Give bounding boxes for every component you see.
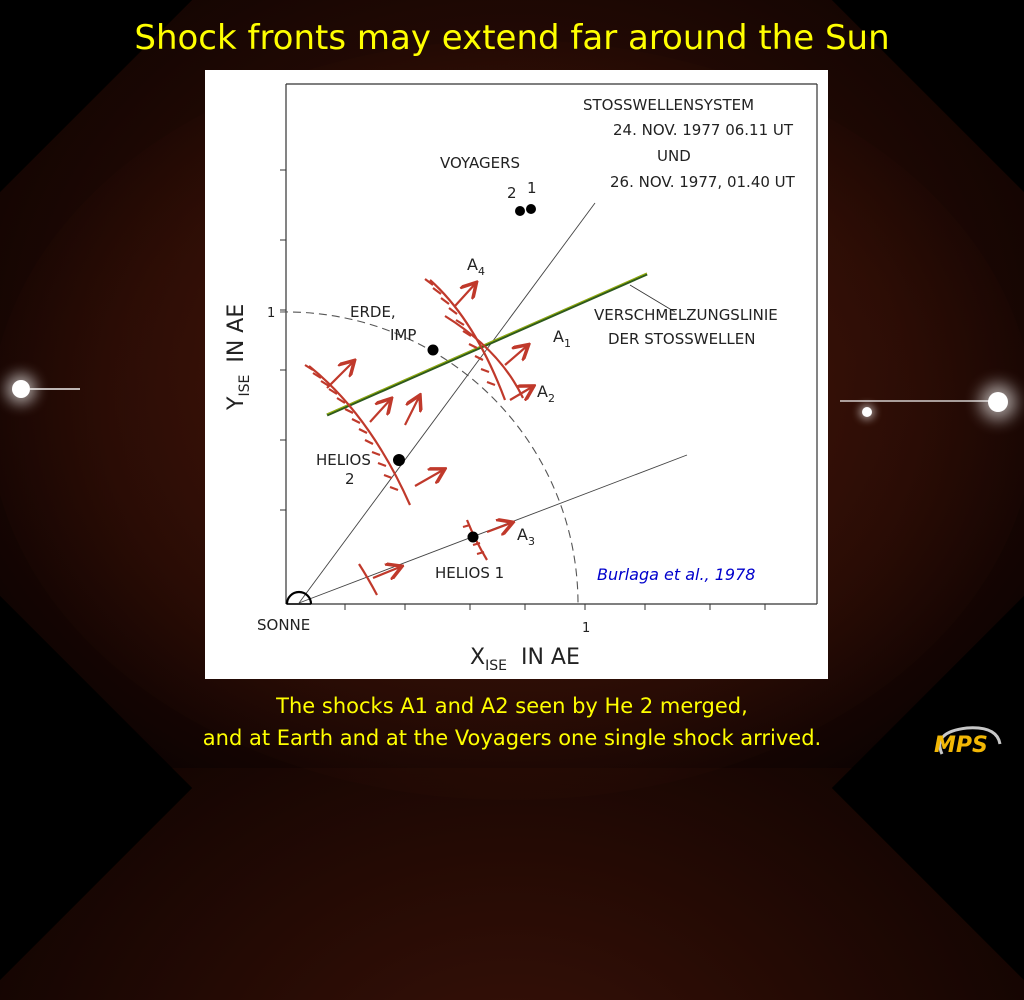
- merge-line: [326, 272, 648, 417]
- header-line-4: 26. NOV. 1977, 01.40 UT: [610, 173, 796, 191]
- svg-text:MPS: MPS: [934, 733, 988, 758]
- shock-label-a1: A1: [553, 327, 571, 350]
- x-axis-label: XISE IN AE: [470, 645, 580, 674]
- voyager-2-number: 2: [507, 184, 517, 202]
- mps-logo: MPS: [912, 722, 1012, 762]
- voyager-1-number: 1: [527, 179, 537, 197]
- shock-label-a3: A3: [517, 525, 535, 548]
- shock-front-helios2: [304, 362, 443, 506]
- helios2-label-line-2: 2: [345, 470, 355, 488]
- caption-line-2: and at Earth and at the Voyagers one sin…: [202, 726, 822, 750]
- one-au-circle: [279, 311, 579, 605]
- star-streak: [30, 388, 80, 390]
- star-streak: [840, 400, 990, 402]
- voyagers-label: VOYAGERS: [440, 154, 520, 172]
- helios1-label: HELIOS 1: [435, 564, 504, 582]
- caption-line-1: The shocks A1 and A2 seen by He 2 merged…: [276, 694, 748, 718]
- shock-diagram-figure: STOSSWELLENSYSTEM 24. NOV. 1977 06.11 UT…: [205, 70, 828, 679]
- x-tick-one: 1: [582, 621, 590, 636]
- erde-label: ERDE,: [350, 303, 396, 321]
- header-line-2: 24. NOV. 1977 06.11 UT: [613, 121, 794, 139]
- shock-label-a4: A4: [467, 255, 485, 278]
- source-credit: Burlaga et al., 1978: [597, 565, 755, 584]
- helios-1-dot: [467, 531, 479, 543]
- svg-text:YISEIN AE: YISEIN AE: [224, 304, 253, 411]
- star-left: [12, 380, 30, 398]
- voyager-2-dot: [515, 206, 525, 216]
- shock-diagram: STOSSWELLENSYSTEM 24. NOV. 1977 06.11 UT…: [224, 83, 818, 674]
- shock-front-a3: [358, 520, 511, 596]
- header-line-1: STOSSWELLENSYSTEM: [583, 96, 754, 114]
- star-right: [988, 392, 1008, 412]
- shock-label-a2: A2: [537, 382, 555, 405]
- slide-title: Shock fronts may extend far around the S…: [134, 18, 890, 58]
- sun-symbol: [285, 590, 313, 605]
- sonne-label: SONNE: [257, 616, 310, 634]
- y-axis-label: YISEIN AE: [224, 304, 253, 411]
- imp-label: IMP: [390, 326, 416, 344]
- plot-frame: [285, 83, 818, 605]
- shock-front-a4: [424, 278, 532, 400]
- helios-2-dot: [393, 454, 405, 466]
- shock-front-a2: [444, 315, 524, 399]
- radial-line-voyager: [298, 202, 596, 604]
- earth-dot: [427, 344, 439, 356]
- helios2-label-line-1: HELIOS: [316, 451, 371, 469]
- voyager-1-dot: [526, 204, 536, 214]
- header-line-3: UND: [657, 147, 691, 165]
- merge-label-line-2: DER STOSSWELLEN: [608, 330, 755, 348]
- y-axis-ticks: [280, 169, 286, 511]
- x-axis-ticks: [344, 604, 766, 610]
- merge-label-line-1: VERSCHMELZUNGSLINIE: [594, 306, 778, 324]
- star-small: [862, 407, 872, 417]
- merge-label-leader: [629, 284, 676, 313]
- y-tick-one: 1: [267, 306, 275, 321]
